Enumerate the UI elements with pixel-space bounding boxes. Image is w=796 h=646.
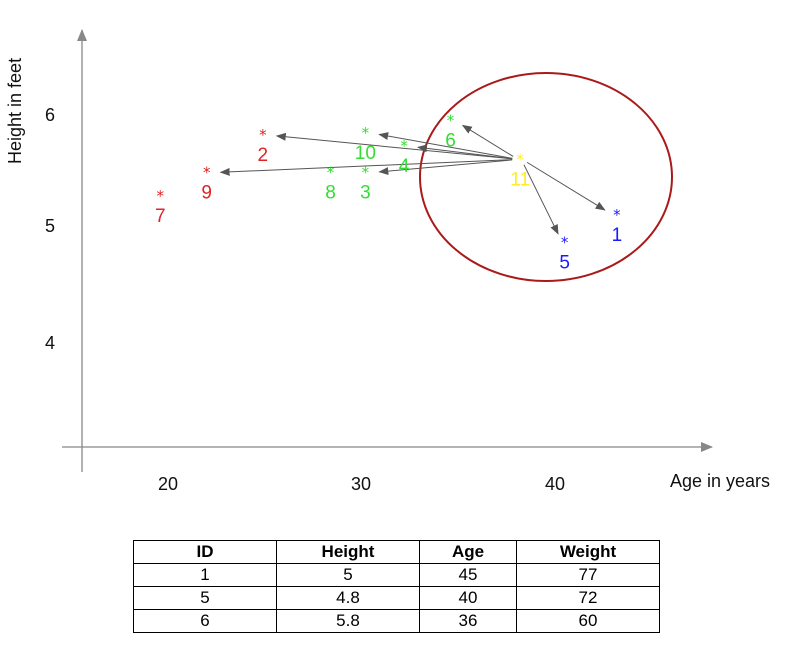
arrow-to-point-2 — [275, 132, 513, 160]
table-cell: 5 — [133, 586, 277, 610]
column-header: Age — [419, 540, 517, 564]
point-label-6: 6 — [445, 131, 456, 152]
table-cell: 77 — [516, 563, 660, 587]
table-cell: 40 — [419, 586, 517, 610]
y-tick-label: 6 — [45, 105, 55, 125]
y-tick-label: 5 — [45, 216, 55, 236]
point-label-8: 8 — [325, 183, 336, 204]
point-marker-4: * — [400, 137, 408, 155]
point-marker-5: * — [561, 234, 569, 252]
x-tick-label: 40 — [545, 474, 565, 494]
point-label-9: 9 — [201, 183, 212, 204]
x-axis-label: Age in years — [670, 471, 770, 491]
point-label-3: 3 — [360, 183, 371, 204]
y-axis-label: Height in feet — [5, 58, 25, 164]
point-marker-3: * — [362, 164, 370, 182]
column-header: Height — [276, 540, 420, 564]
point-label-11: 11 — [510, 169, 530, 190]
arrow-to-point-4 — [416, 144, 513, 160]
arrow-to-point-6 — [461, 124, 514, 157]
table-cell: 1 — [133, 563, 277, 587]
arrow-to-point-5 — [523, 164, 559, 235]
table-cell: 45 — [419, 563, 517, 587]
table-row: 6 5.8 36 60 — [133, 609, 660, 633]
point-label-5: 5 — [559, 253, 570, 274]
point-label-1: 1 — [612, 225, 623, 246]
arrow-to-point-10 — [378, 132, 513, 159]
point-marker-7: * — [157, 187, 165, 205]
scatter-plot: Age in years Height in feet 20 30 40 4 5… — [5, 29, 770, 494]
arrow-to-point-9 — [219, 159, 513, 176]
table-cell: 5.8 — [276, 609, 420, 633]
point-marker-9: * — [203, 164, 211, 182]
table-row: 1 5 45 77 — [133, 563, 660, 587]
point-marker-1: * — [613, 206, 621, 224]
column-header: Weight — [516, 540, 660, 564]
point-label-7: 7 — [155, 206, 166, 227]
table-cell: 60 — [516, 609, 660, 633]
point-label-4: 4 — [399, 156, 410, 177]
x-tick-label: 30 — [351, 474, 371, 494]
table-row: 5 4.8 40 72 — [133, 586, 660, 610]
table-cell: 5 — [276, 563, 420, 587]
point-label-10: 10 — [355, 143, 376, 164]
point-marker-11: * — [516, 150, 524, 168]
arrows-group — [219, 124, 606, 235]
points-group: *1*2*3*4*5*6*7*8*9*10 *11 — [155, 112, 622, 274]
point-marker-8: * — [327, 164, 335, 182]
point-marker-2: * — [259, 126, 267, 144]
neighbors-table: ID Height Age Weight 1 5 45 77 5 4.8 40 … — [133, 540, 660, 633]
column-header: ID — [133, 540, 277, 564]
arrow-to-point-3 — [378, 159, 513, 176]
table-header-row: ID Height Age Weight — [133, 540, 660, 564]
arrow-to-point-1 — [526, 161, 606, 211]
table-cell: 4.8 — [276, 586, 420, 610]
x-tick-label: 20 — [158, 474, 178, 494]
point-marker-6: * — [447, 112, 455, 130]
table-cell: 72 — [516, 586, 660, 610]
table-cell: 6 — [133, 609, 277, 633]
point-marker-10: * — [362, 124, 370, 142]
y-tick-label: 4 — [45, 333, 55, 353]
neighborhood-circle — [419, 72, 673, 282]
table-cell: 36 — [419, 609, 517, 633]
point-label-2: 2 — [258, 145, 269, 166]
